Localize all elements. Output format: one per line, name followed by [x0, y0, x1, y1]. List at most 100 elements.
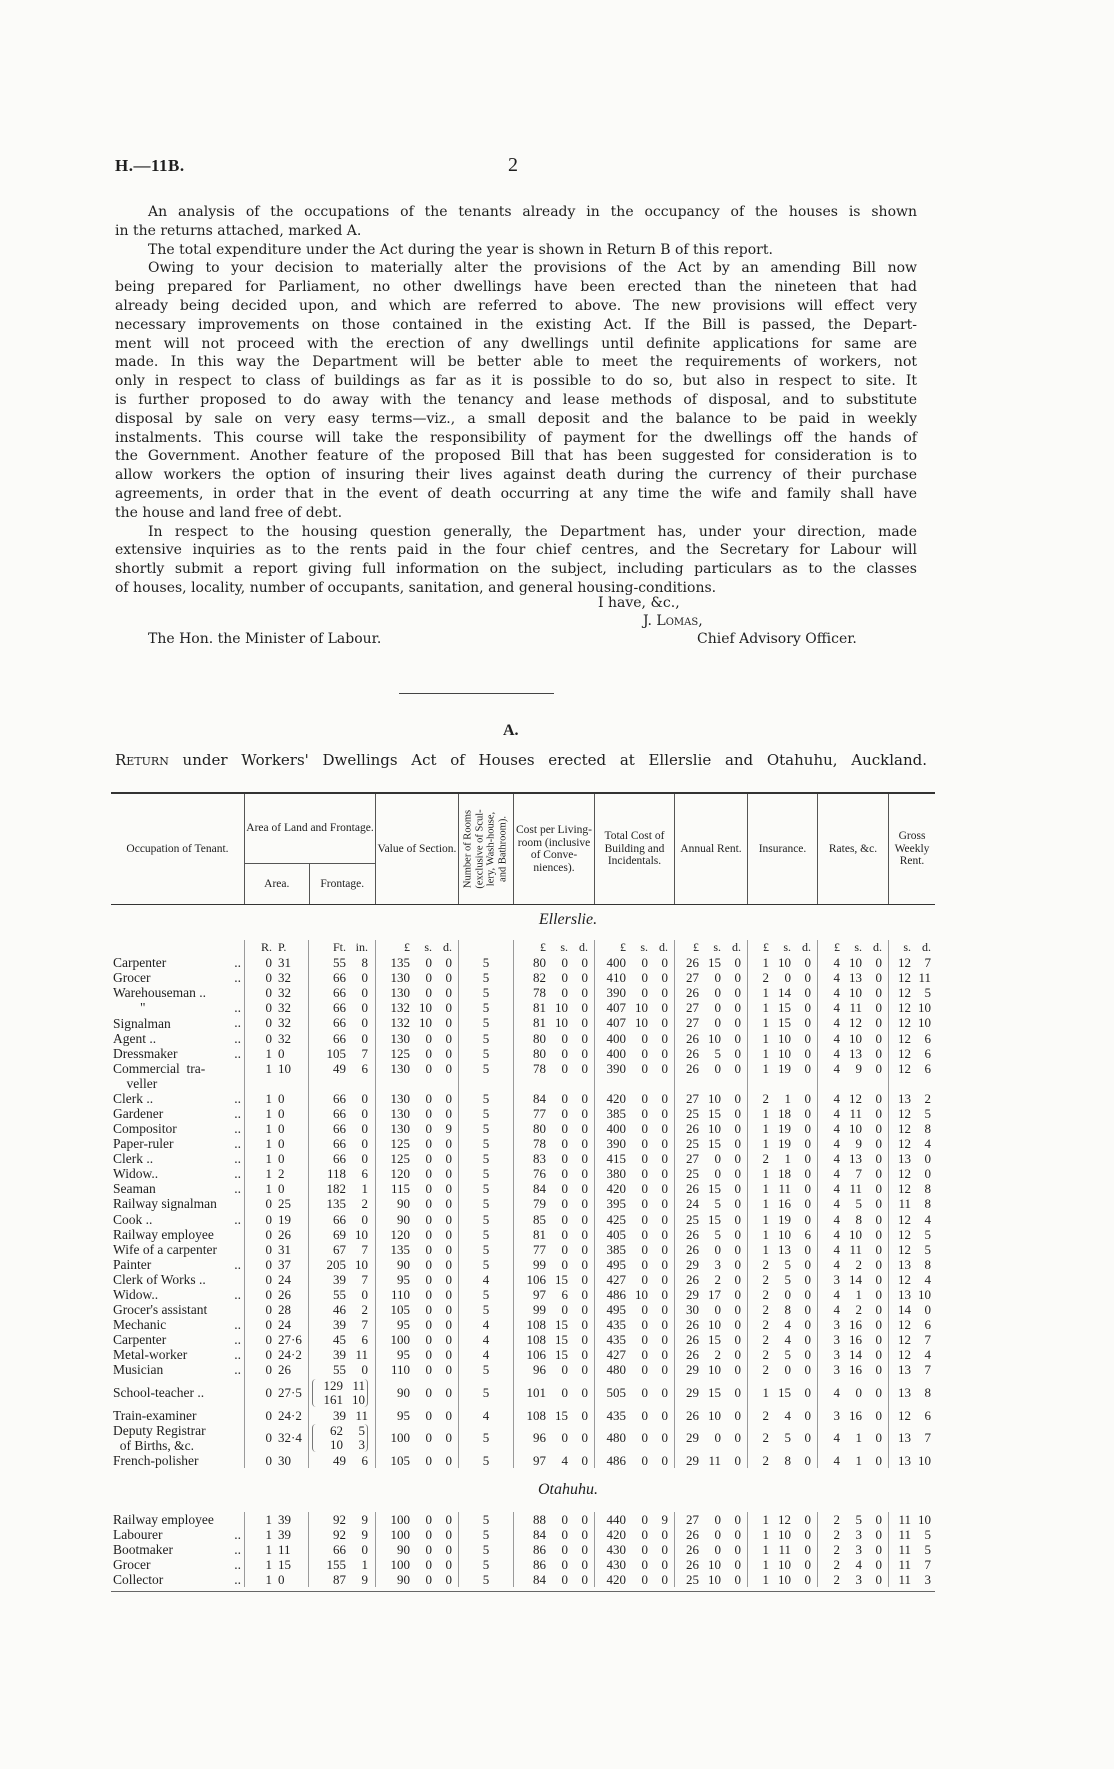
shillings: 13 [849, 1151, 862, 1167]
pence: 0 [734, 1302, 742, 1318]
cell-gross-rent: 13 7 [888, 1362, 935, 1378]
frontage-feet: 87 [333, 1572, 346, 1588]
frontage-inches: 0 [361, 985, 369, 1001]
shillings: 12 [898, 955, 911, 971]
pounds: 95 [397, 1271, 410, 1287]
frontage-inches: 6 [361, 1060, 369, 1076]
pounds: 130 [390, 970, 411, 986]
cell-gross-rent: 11 7 [888, 1557, 935, 1573]
pence: 0 [661, 1557, 669, 1572]
pence: 0 [581, 1407, 589, 1423]
header-occupation: Occupation of Tenant. [126, 842, 229, 855]
pounds: 26 [686, 1120, 699, 1136]
frontage-feet: 129 [323, 1377, 344, 1393]
frontage-inches: 0 [361, 970, 369, 986]
frontage-value: 66 0 [318, 1015, 368, 1030]
pounds: 83 [533, 1151, 546, 1167]
shillings: 14 [849, 1347, 862, 1363]
frontage-inches: 6 [361, 1452, 369, 1468]
cell-rates: 3 14 0 [817, 1271, 888, 1287]
occupation-name: Commercial tra- veller [113, 1060, 206, 1091]
pounds: 95 [397, 1347, 410, 1363]
shillings: 0 [425, 1090, 433, 1106]
pounds: 100 [390, 1526, 411, 1542]
shillings: 13 [898, 1151, 911, 1167]
pence: 0 [445, 1105, 453, 1121]
cell-occupation: Bootmaker.. [111, 1542, 244, 1557]
shillings: 0 [561, 1120, 569, 1136]
pounds: 390 [606, 1060, 627, 1076]
table-row: Paper-ruler.. 1 0 66 0 125 0 0 5 78 0 0 390 0 0 25 15 0 1 1… [111, 1136, 935, 1152]
shillings: 12 [898, 1226, 911, 1242]
shillings: 0 [561, 955, 569, 971]
frontage-line: 39 7 [318, 1272, 368, 1287]
cell-total-cost: 390 0 0 [594, 985, 674, 1001]
shillings: 13 [898, 1256, 911, 1272]
frontage-line: 67 7 [318, 1242, 368, 1257]
shillings: 10 [708, 1317, 721, 1333]
shillings: 10 [849, 955, 862, 971]
rooms-count: 5 [482, 1015, 490, 1031]
area-roods: 0 [265, 1286, 273, 1302]
frontage-line: 66 0 [318, 1015, 368, 1030]
pence: 0 [734, 1286, 742, 1302]
frontage-feet: 39 [333, 1317, 346, 1333]
cell-total-cost: 486 0 0 [594, 1452, 674, 1468]
shillings: 18 [778, 1105, 791, 1121]
pence: 0 [875, 1105, 883, 1121]
shillings: 0 [561, 1211, 569, 1227]
cell-occupation: Compositor.. [111, 1121, 244, 1136]
frontage-value: 92 9 [318, 1512, 368, 1527]
frontage-inches: 0 [361, 1541, 369, 1557]
cell-rooms: 5 [458, 1286, 513, 1303]
pence: 0 [734, 1105, 742, 1121]
pence: 0 [875, 1347, 883, 1363]
pounds: 26 [686, 1030, 699, 1046]
pence: 0 [734, 1000, 742, 1016]
area-perches: 32 [278, 970, 291, 986]
cell-cost-per-room: 80 0 0 [513, 1120, 594, 1137]
shillings: 10 [778, 1557, 791, 1572]
cell-gross-rent: 11 8 [888, 1196, 935, 1212]
shillings: 11 [778, 1181, 791, 1197]
pence: 0 [581, 1120, 589, 1136]
pence: 0 [661, 1362, 669, 1378]
cell-gross-rent: 12 10 [888, 1000, 935, 1016]
shillings: 10 [778, 1572, 791, 1588]
shillings: 5 [714, 1226, 722, 1242]
pounds: 1 [762, 1000, 770, 1016]
frontage-feet: 39 [333, 1407, 346, 1423]
shillings: 0 [784, 1286, 792, 1302]
shillings: 0 [561, 970, 569, 986]
area-roods: 0 [265, 1000, 273, 1016]
pence: 6 [924, 1317, 932, 1333]
frontage-feet: 135 [326, 1196, 347, 1212]
shillings: 12 [898, 1317, 911, 1333]
pounds: 130 [390, 985, 411, 1001]
shillings: 15 [555, 1317, 568, 1333]
shillings: 0 [425, 1526, 433, 1542]
pence: 0 [804, 1286, 812, 1302]
shillings: 10 [708, 1557, 721, 1572]
shillings: 10 [778, 955, 791, 971]
pence: 4 [924, 1136, 932, 1152]
area-perches: 37 [278, 1256, 291, 1272]
cell-cost-per-room: 83 0 0 [513, 1151, 594, 1167]
area-roods: 0 [265, 1332, 273, 1348]
cell-cost-per-room: 101 0 0 [513, 1377, 594, 1408]
rooms-count: 5 [482, 1030, 490, 1046]
return-title: Return under Workers' Dwellings Act of H… [115, 751, 927, 769]
section-label: Ellerslie. [538, 911, 598, 928]
cell-rooms: 5 [458, 1151, 513, 1167]
pounds: 4 [833, 985, 841, 1001]
paragraph-line: Owing to your decision to materially alt… [148, 260, 917, 277]
pounds: 2 [762, 970, 770, 986]
frontage-value: 92 9 [318, 1527, 368, 1542]
shillings: 5 [784, 1256, 792, 1272]
